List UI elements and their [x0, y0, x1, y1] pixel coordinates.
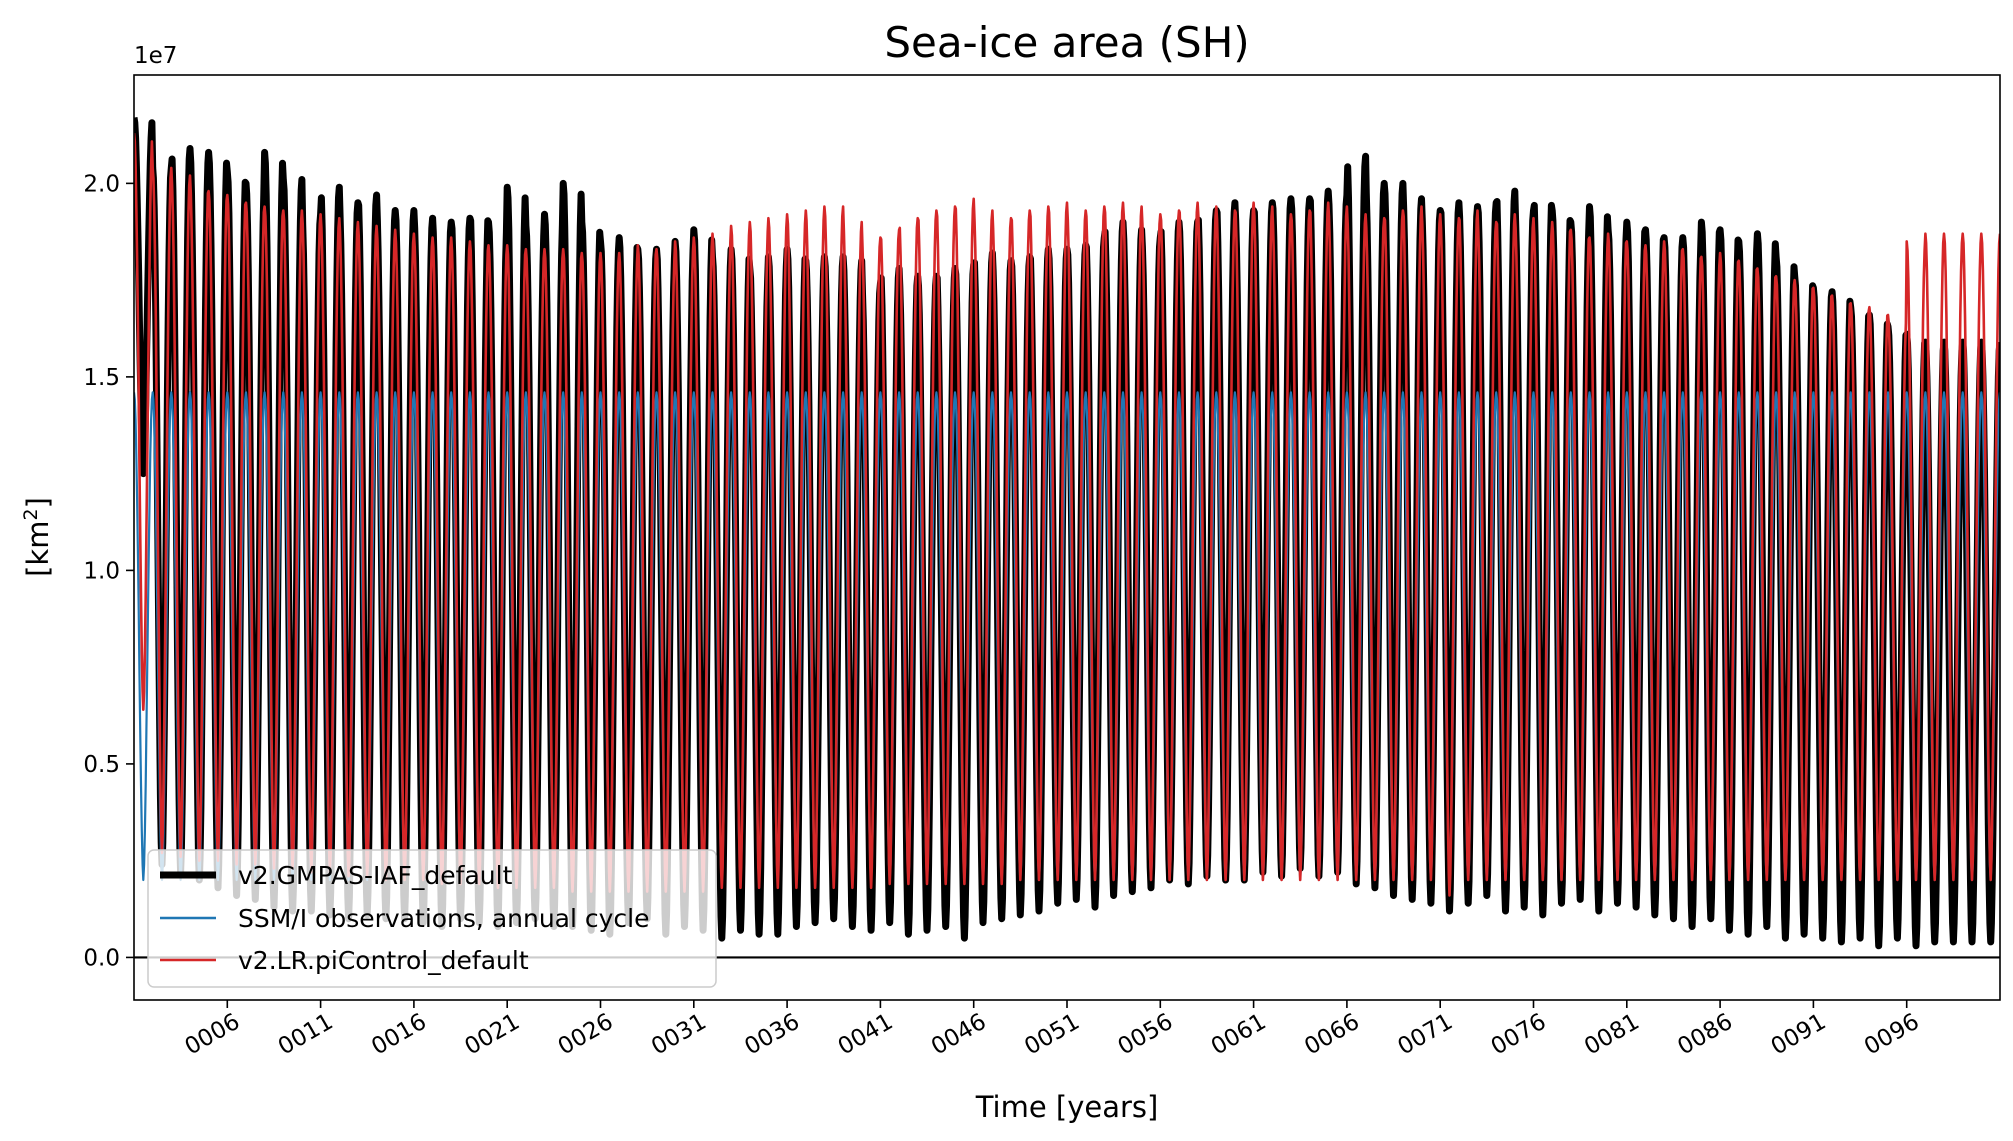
x-tick-label: 0041	[834, 1009, 898, 1061]
legend-box	[147, 849, 717, 988]
x-tick-label: 0061	[1207, 1009, 1271, 1061]
x-tick-label: 0036	[740, 1009, 804, 1061]
y-tick-label: 1.5	[83, 365, 120, 391]
series-picontrol-line	[134, 132, 2000, 897]
legend: v2.GMPAS-IAF_default SSM/I observations,…	[147, 849, 717, 988]
x-tick-label: 0091	[1767, 1009, 1831, 1061]
x-tick-label: 0066	[1300, 1009, 1364, 1061]
x-tick-label: 0046	[927, 1009, 991, 1061]
y-offset-text: 1e7	[134, 43, 177, 69]
x-tick-label: 0021	[460, 1009, 524, 1061]
legend-label-picontrol: v2.LR.piControl_default	[238, 946, 529, 975]
x-tick-label: 0031	[647, 1009, 711, 1061]
series-ssmi-obs-line	[134, 391, 2000, 882]
y-axis-label-sup: 2	[20, 508, 42, 520]
x-tick-label: 0081	[1580, 1009, 1644, 1061]
x-tick-label: 0071	[1393, 1009, 1457, 1061]
x-axis-ticks: 0006 0011 0016 0021 0026 0031 0036 0041 0046 0051…	[181, 1000, 1924, 1060]
x-tick-label: 0051	[1020, 1009, 1084, 1061]
x-tick-label: 0076	[1487, 1009, 1551, 1061]
plot-area	[134, 117, 2000, 959]
y-axis-label-end: ]	[21, 497, 55, 508]
y-tick-label: 0.5	[83, 752, 120, 778]
x-tick-label: 0006	[181, 1009, 245, 1061]
x-tick-label: 0086	[1673, 1009, 1737, 1061]
chart-title: Sea-ice area (SH)	[884, 18, 1249, 67]
x-tick-label: 0096	[1860, 1009, 1924, 1061]
y-tick-label: 0.0	[83, 945, 120, 971]
y-axis-label: [km2]	[20, 497, 55, 577]
x-tick-label: 0016	[367, 1009, 431, 1061]
y-axis-label-main: [km	[21, 521, 55, 577]
y-tick-label: 2.0	[83, 171, 120, 197]
x-axis-label: Time [years]	[975, 1090, 1159, 1124]
legend-label-gmpas-iaf: v2.GMPAS-IAF_default	[238, 861, 513, 890]
y-axis-ticks: 0.0 0.5 1.0 1.5 2.0	[83, 171, 134, 971]
x-tick-label: 0011	[274, 1009, 338, 1061]
y-tick-label: 1.0	[83, 558, 120, 584]
x-tick-label: 0026	[554, 1009, 618, 1061]
legend-label-ssmi-obs: SSM/I observations, annual cycle	[238, 904, 650, 933]
x-tick-label: 0056	[1114, 1009, 1178, 1061]
